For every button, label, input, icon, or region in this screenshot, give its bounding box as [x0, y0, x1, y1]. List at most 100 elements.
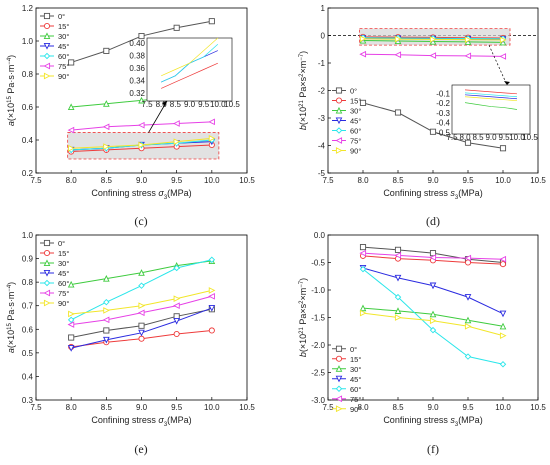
- data-point: [102, 123, 110, 131]
- y-tick-label: 0.2: [22, 169, 34, 178]
- legend-marker: [43, 259, 51, 267]
- x-axis-label: Confining stress σ3(MPa): [91, 415, 191, 428]
- series-75°: [359, 249, 507, 263]
- legend-entry: 90°: [58, 72, 69, 81]
- y-tick-label: 0.5: [22, 349, 34, 358]
- legend: 0°15°30°45°60°75°90°: [40, 12, 69, 81]
- x-axis-label: Confining stress σ3(MPa): [91, 188, 191, 201]
- data-point: [102, 316, 110, 324]
- data-point: [464, 322, 472, 330]
- y-tick-label: -2: [318, 87, 326, 96]
- data-point: [464, 353, 472, 360]
- legend-marker: [335, 345, 343, 352]
- data-point: [68, 310, 75, 318]
- inset-x-tick-label: 10.0: [509, 133, 525, 142]
- inset-x-tick-label: 8.0: [459, 133, 471, 142]
- data-point: [359, 35, 367, 43]
- data-point: [429, 36, 437, 43]
- legend-entry: 45°: [58, 42, 69, 51]
- inset-arrow: [148, 100, 168, 133]
- series-60°: [67, 256, 216, 324]
- inset-series-line: [464, 89, 518, 95]
- legend-marker: [43, 299, 51, 307]
- inset-x-tick-label: 10.0: [210, 100, 226, 109]
- data-point: [429, 254, 437, 261]
- legend-marker: [335, 375, 343, 383]
- y-tick-label: -1: [318, 59, 326, 68]
- x-tick-label: 10.0: [495, 176, 511, 185]
- series-90°: [359, 309, 507, 339]
- y-axis-label: a(×1015 Pa·s·m−4): [6, 55, 16, 126]
- legend-marker: [335, 147, 343, 154]
- data-point: [103, 298, 110, 306]
- data-point: [138, 282, 145, 289]
- inset-series-line: [464, 102, 518, 110]
- legend-entry: 0°: [58, 239, 65, 248]
- legend-marker: [43, 239, 51, 247]
- y-tick-label: 0.4: [22, 372, 34, 381]
- inset-x-tick-label: 8.0: [156, 100, 168, 109]
- series-75°: [359, 50, 507, 60]
- inset-x-tick-label: 10.5: [522, 133, 538, 142]
- legend-entry: 30°: [58, 259, 69, 268]
- data-point: [359, 309, 367, 317]
- legend-marker: [335, 117, 343, 125]
- x-tick-label: 10.0: [204, 403, 220, 412]
- legend-entry: 60°: [350, 385, 361, 394]
- data-point: [208, 305, 216, 312]
- inset-y-tick-label: 0.38: [129, 51, 145, 60]
- series-line: [70, 259, 212, 321]
- y-tick-label: -3: [318, 114, 326, 123]
- y-tick-label: 0.6: [22, 103, 34, 112]
- data-point: [138, 302, 146, 310]
- series-75°: [67, 118, 215, 134]
- data-point: [67, 280, 75, 288]
- inset-y-tick-label: -0.1: [436, 89, 450, 98]
- legend-marker: [335, 395, 343, 403]
- y-tick-label: 0.0: [314, 231, 326, 240]
- y-tick-label: -1.0: [311, 286, 325, 295]
- x-tick-label: 9.0: [136, 403, 148, 412]
- data-point: [499, 361, 507, 368]
- series-line: [362, 267, 504, 315]
- x-tick-label: 9.5: [462, 176, 474, 185]
- x-tick-label: 8.0: [66, 176, 78, 185]
- series-90°: [68, 287, 216, 318]
- legend-marker: [43, 289, 51, 297]
- data-point: [359, 244, 367, 251]
- inset-arrow-head: [504, 81, 510, 85]
- legend-entry: 0°: [58, 12, 65, 21]
- data-point: [359, 249, 367, 257]
- data-point: [464, 52, 472, 60]
- legend-entry: 30°: [350, 365, 361, 374]
- legend: 0°15°30°45°60°75°90°: [40, 239, 69, 308]
- inset-series-line: [464, 92, 518, 98]
- x-axis-label: Confining stress s3(MPa): [383, 188, 482, 201]
- x-tick-label: 8.0: [66, 403, 78, 412]
- data-point: [208, 287, 216, 294]
- x-tick-label: 10.5: [530, 176, 546, 185]
- y-tick-label: 0.7: [22, 302, 34, 311]
- series-45°: [359, 264, 507, 318]
- data-point: [137, 309, 145, 317]
- inset-x-tick-label: 9.5: [498, 133, 510, 142]
- legend-marker: [43, 22, 51, 30]
- data-point: [68, 334, 75, 341]
- x-tick-label: 9.5: [171, 403, 183, 412]
- data-point: [359, 99, 367, 106]
- legend-marker: [335, 137, 343, 144]
- inset-series-line: [464, 94, 518, 100]
- x-tick-label: 9.0: [427, 176, 439, 185]
- data-point: [394, 109, 402, 116]
- y-tick-label: -3.0: [311, 396, 325, 405]
- x-tick-label: 10.0: [204, 176, 220, 185]
- series-45°: [67, 305, 216, 352]
- panel-label: (c): [134, 214, 147, 228]
- data-point: [173, 120, 180, 127]
- data-point: [394, 35, 402, 43]
- inset-x-tick-label: 10.5: [224, 100, 240, 109]
- data-point: [464, 36, 472, 43]
- data-point: [499, 145, 507, 152]
- data-point: [429, 326, 437, 334]
- inset-x-tick-label: 9.5: [198, 100, 210, 109]
